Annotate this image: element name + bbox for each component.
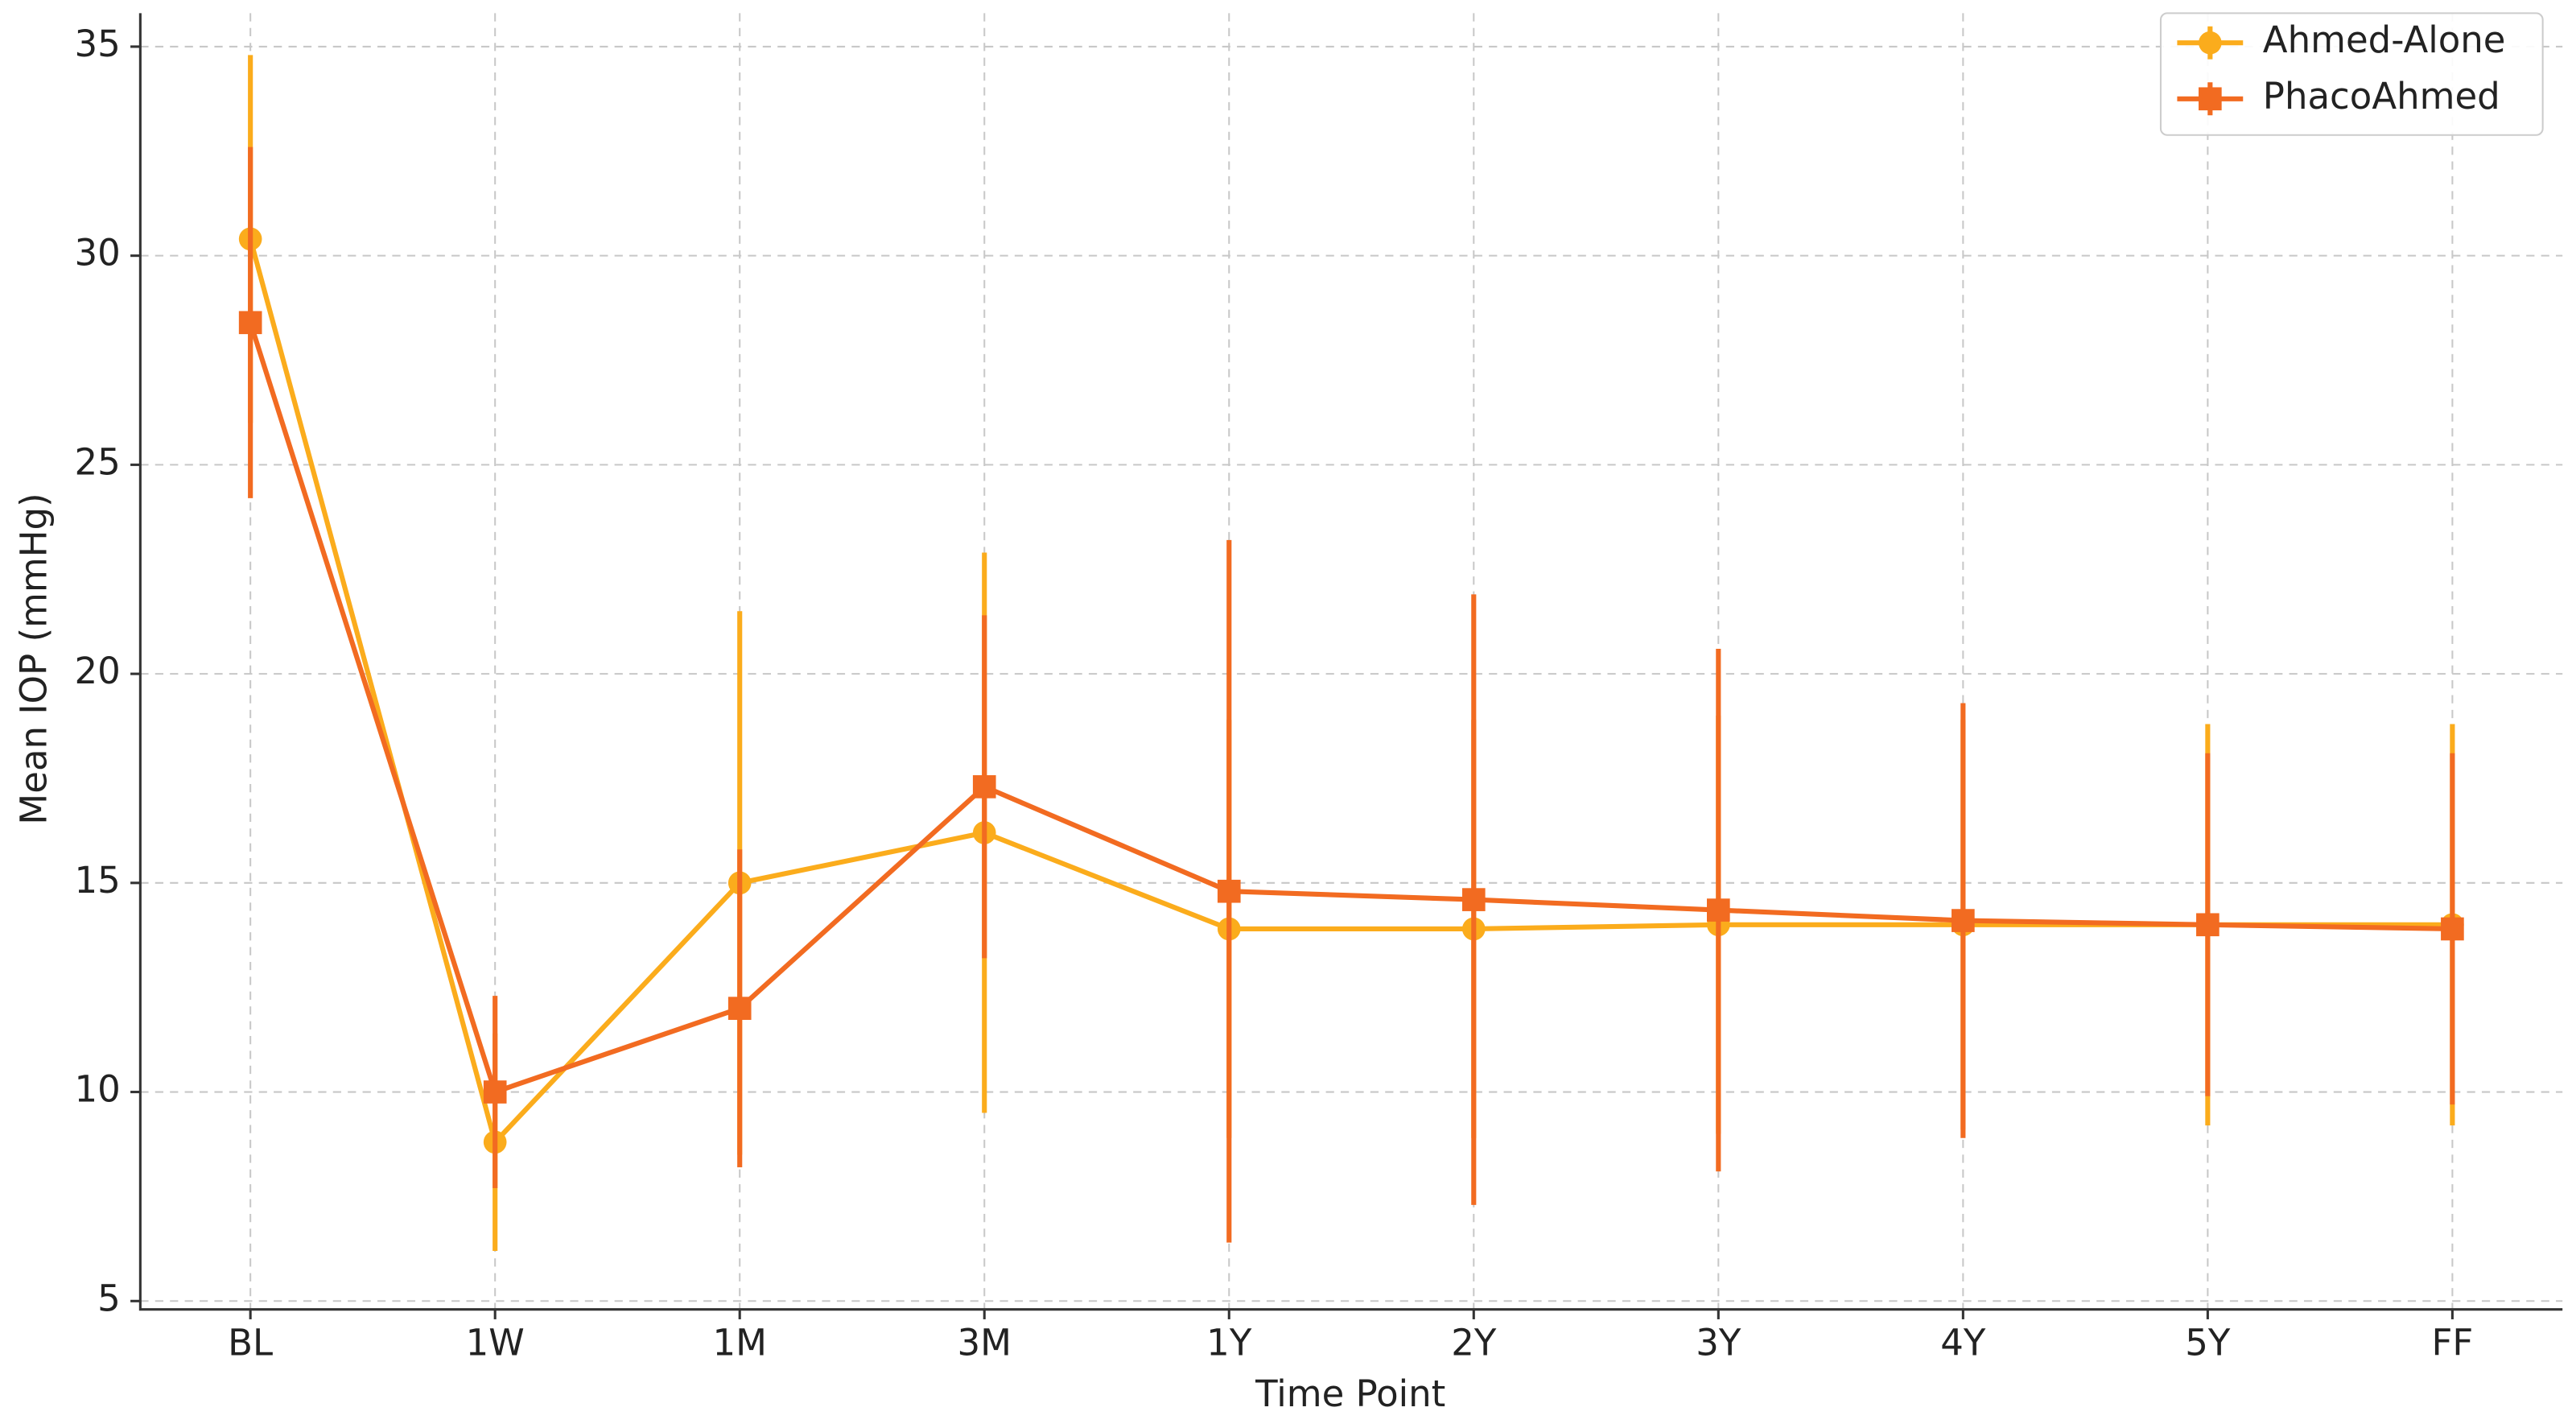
data-point xyxy=(1952,909,1975,932)
x-tick-label: 3M xyxy=(958,1322,1012,1364)
y-tick-label: 20 xyxy=(75,650,121,692)
x-tick-label: BL xyxy=(228,1322,273,1364)
x-tick-label: 5Y xyxy=(2185,1322,2231,1364)
legend-marker xyxy=(2199,31,2222,55)
legend-label: Ahmed-Alone xyxy=(2263,19,2506,61)
x-tick-label: 1W xyxy=(466,1322,525,1364)
data-point xyxy=(972,775,996,799)
y-tick-label: 15 xyxy=(75,859,121,902)
data-point xyxy=(727,997,752,1020)
x-axis-label: Time Point xyxy=(1255,1372,1445,1415)
x-tick-label: 1Y xyxy=(1206,1322,1252,1364)
y-axis-label: Mean IOP (mmHg) xyxy=(12,493,55,824)
x-tick-label: 2Y xyxy=(1451,1322,1497,1364)
data-point xyxy=(2441,917,2464,941)
x-tick-label: 4Y xyxy=(1940,1322,1986,1364)
series-line xyxy=(248,238,2453,1147)
y-tick-label: 5 xyxy=(97,1277,121,1319)
y-tick-label: 30 xyxy=(75,232,121,274)
y-tick-label: 10 xyxy=(75,1068,121,1111)
legend-label: PhacoAhmed xyxy=(2263,75,2500,118)
data-point xyxy=(2196,913,2219,937)
y-tick-label: 35 xyxy=(75,23,121,65)
legend-marker xyxy=(2199,87,2222,111)
series-line xyxy=(248,321,2453,1096)
data-point xyxy=(1706,898,1730,922)
data-point xyxy=(1461,888,1486,911)
x-tick-label: 3Y xyxy=(1696,1322,1741,1364)
legend-box xyxy=(2159,12,2544,136)
data-point xyxy=(238,311,262,335)
data-point xyxy=(1217,879,1241,903)
data-point xyxy=(483,1080,507,1104)
y-tick-label: 25 xyxy=(75,440,121,483)
x-tick-label: FF xyxy=(2432,1322,2474,1364)
legend: Ahmed-Alone PhacoAhmed xyxy=(2159,12,2544,136)
x-tick-label: 1M xyxy=(712,1322,766,1364)
axis-frame xyxy=(138,13,2563,1311)
